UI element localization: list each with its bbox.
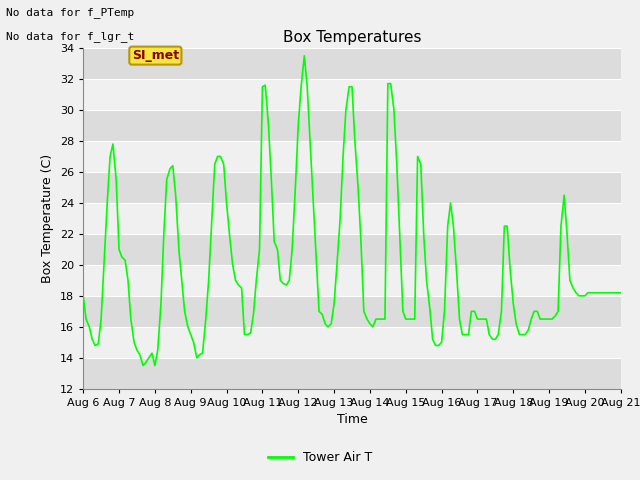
- X-axis label: Time: Time: [337, 413, 367, 426]
- Bar: [83, 296, 621, 327]
- Bar: [83, 172, 621, 203]
- Bar: [83, 48, 621, 79]
- Bar: [83, 327, 621, 358]
- Bar: [83, 358, 621, 389]
- Text: No data for f_lgr_t: No data for f_lgr_t: [6, 31, 134, 42]
- Bar: [83, 79, 621, 110]
- Text: SI_met: SI_met: [132, 49, 179, 62]
- Bar: [83, 141, 621, 172]
- Y-axis label: Box Temperature (C): Box Temperature (C): [42, 154, 54, 283]
- Text: No data for f_PTemp: No data for f_PTemp: [6, 7, 134, 18]
- Bar: [83, 110, 621, 141]
- Legend: Tower Air T: Tower Air T: [263, 446, 377, 469]
- Bar: [83, 265, 621, 296]
- Bar: [83, 203, 621, 234]
- Bar: [83, 234, 621, 265]
- Title: Box Temperatures: Box Temperatures: [283, 30, 421, 46]
